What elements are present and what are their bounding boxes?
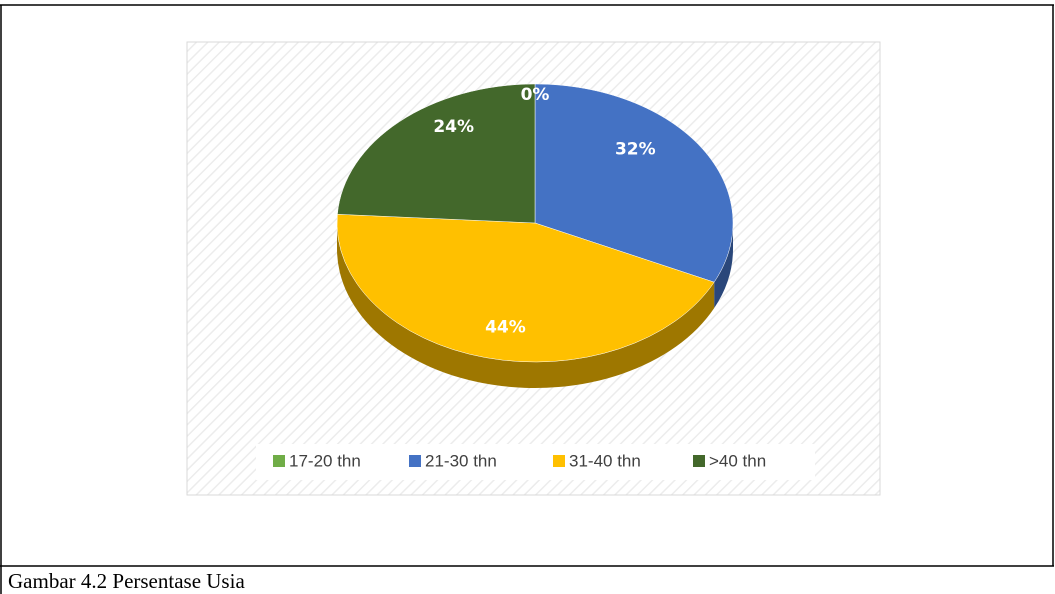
pie-slice xyxy=(534,83,734,283)
pie-slice xyxy=(337,83,536,224)
legend-swatch xyxy=(273,455,285,467)
data-label: 24% xyxy=(433,117,474,137)
pie-slice-side xyxy=(337,223,715,388)
legend-swatch xyxy=(693,455,705,467)
pie-slice xyxy=(336,214,715,363)
caption: Gambar 4.2 Persentase Usia xyxy=(8,569,245,593)
data-label: 0% xyxy=(521,85,550,105)
pie-chart: 0% 32% 44% 24% 17-20 thn 21-30 thn 31-40 thn >4… xyxy=(273,83,766,470)
data-label: 32% xyxy=(615,140,656,160)
legend-label: 31-40 thn xyxy=(569,451,641,470)
legend-box xyxy=(256,444,815,480)
legend-label: 21-30 thn xyxy=(425,451,497,470)
legend-swatch xyxy=(409,455,421,467)
legend-swatch xyxy=(553,455,565,467)
data-label: 44% xyxy=(485,317,526,337)
legend-label: 17-20 thn xyxy=(289,451,361,470)
legend-label: >40 thn xyxy=(709,451,766,470)
